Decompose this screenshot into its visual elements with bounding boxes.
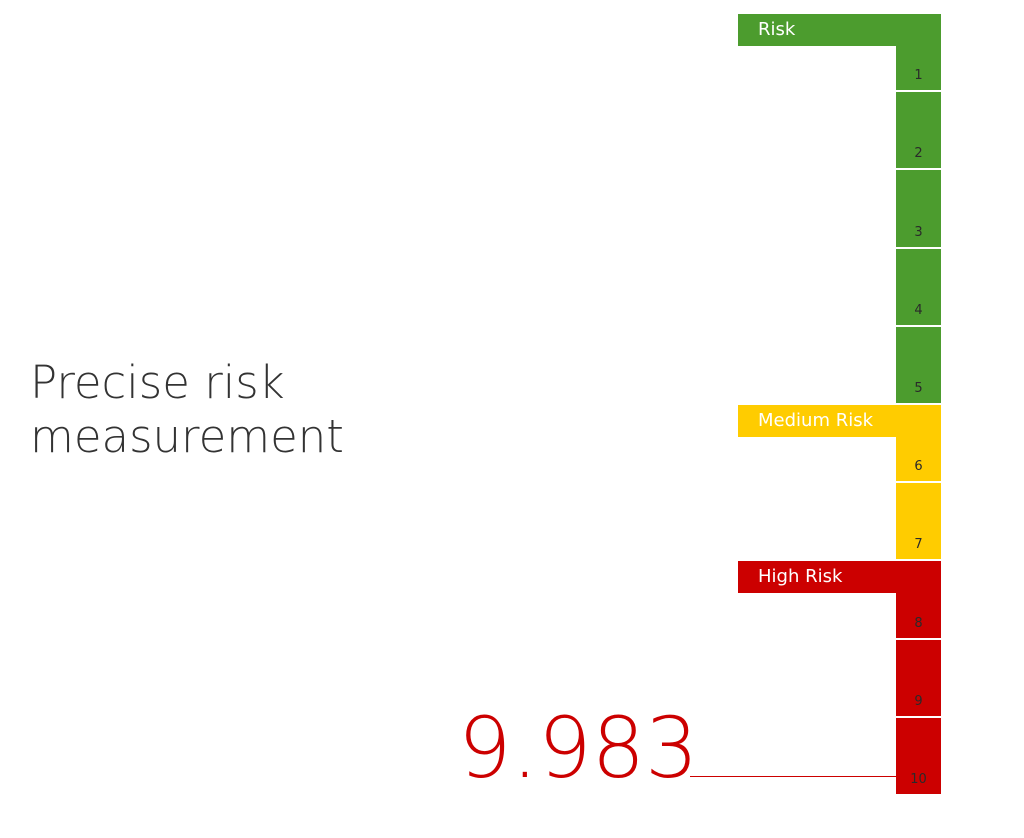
risk-level-number: 7 (914, 537, 923, 552)
risk-level-number: 8 (914, 616, 923, 631)
band-label-medium-risk: Medium Risk (738, 405, 941, 437)
risk-level-3: 3 (896, 170, 941, 249)
risk-level-number: 9 (914, 694, 923, 709)
risk-level-number: 6 (914, 459, 923, 474)
risk-level-9: 9 (896, 640, 941, 718)
readout-pointer-line (690, 776, 896, 777)
band-label-risk: Risk (738, 14, 941, 46)
risk-level-number: 1 (914, 68, 923, 83)
risk-level-number: 5 (914, 381, 923, 396)
headline-line-2: measurement (30, 410, 344, 463)
risk-level-number: 10 (910, 772, 927, 787)
risk-level-number: 2 (914, 146, 923, 161)
headline: Precise risk measurement (30, 356, 344, 464)
risk-level-number: 4 (914, 303, 923, 318)
risk-level-number: 3 (914, 225, 923, 240)
headline-line-1: Precise risk (30, 356, 285, 409)
risk-level-2: 2 (896, 92, 941, 170)
risk-level-5: 5 (896, 327, 941, 405)
risk-level-7: 7 (896, 483, 941, 561)
risk-readout-value: 9.983 (458, 699, 699, 797)
risk-level-10: 10 (896, 718, 941, 796)
band-label-high-risk: High Risk (738, 561, 941, 593)
risk-level-4: 4 (896, 249, 941, 327)
